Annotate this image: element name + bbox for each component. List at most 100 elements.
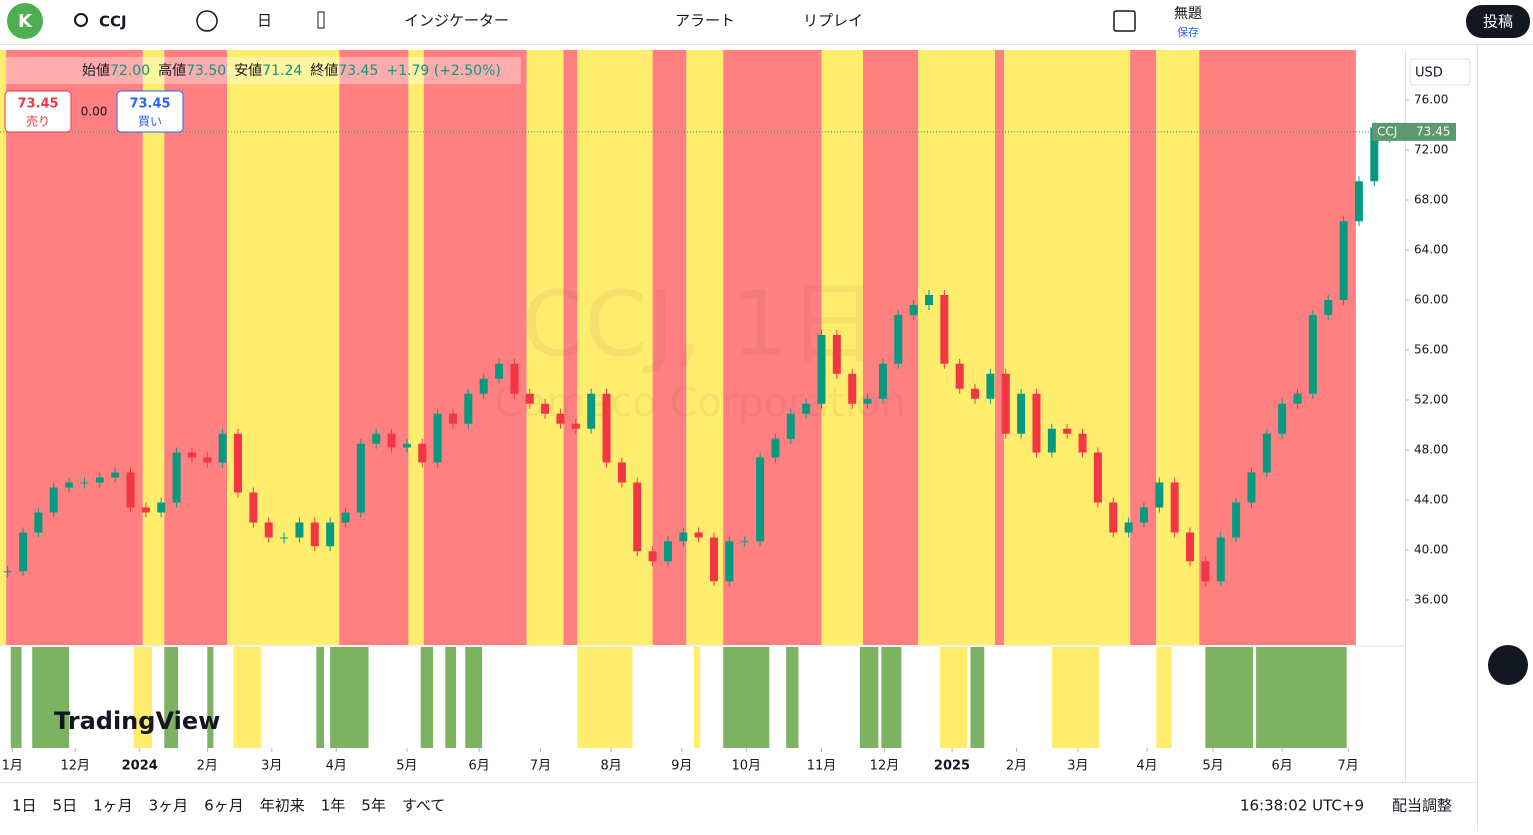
candle-body: [1170, 482, 1179, 533]
candle-body: [663, 541, 672, 562]
range-button[interactable]: 1ヶ月: [93, 797, 133, 815]
candle-body: [1017, 393, 1026, 434]
add-icon[interactable]: [196, 10, 218, 32]
candle-body: [356, 443, 365, 513]
buy-button[interactable]: [116, 90, 184, 133]
candle-body: [1063, 428, 1072, 434]
candle-body: [1324, 300, 1333, 315]
candle-body: [49, 487, 58, 513]
signal-band: [32, 647, 70, 748]
candle-body: [1124, 522, 1133, 533]
y-tick-label: 44.00: [1414, 493, 1448, 507]
buy-price: 73.45: [129, 97, 170, 112]
legend-label: 高値: [158, 62, 186, 79]
clock: 16:38:02 UTC+9: [1240, 797, 1364, 815]
candle-body: [955, 363, 964, 389]
signal-band: [420, 647, 434, 748]
range-button[interactable]: すべて: [402, 797, 445, 815]
adjust[interactable]: 配当調整: [1392, 797, 1452, 815]
symbol[interactable]: CCJ: [99, 13, 127, 31]
y-tick-label: 60.00: [1414, 293, 1448, 307]
x-tick-label: 3月: [1067, 759, 1088, 774]
signal-band: [970, 647, 985, 748]
range-button[interactable]: 1年: [321, 797, 346, 815]
regime-band: [526, 50, 564, 645]
currency-button[interactable]: [1409, 58, 1471, 86]
range-button[interactable]: 5年: [361, 797, 386, 815]
regime-band: [821, 50, 863, 645]
range-button[interactable]: 1日: [12, 797, 37, 815]
candle-body: [19, 532, 28, 572]
candle-body: [725, 541, 734, 582]
candle-body: [1139, 507, 1148, 523]
price-tag-value: 73.45: [1416, 124, 1450, 138]
candle-body: [710, 537, 719, 582]
candle-body: [3, 571, 12, 573]
watermark-name: Cameco Corporation: [494, 380, 905, 426]
legend-value: 71.24: [262, 63, 302, 79]
candle-body: [65, 482, 74, 488]
candle-body: [433, 413, 442, 463]
range-button[interactable]: 5日: [53, 797, 78, 815]
candle-body: [172, 452, 181, 503]
regime-band: [142, 50, 165, 645]
candle-body: [1047, 428, 1056, 453]
candle-icon[interactable]: [317, 11, 325, 29]
legend-value: 73.50: [186, 63, 226, 79]
candle-body: [832, 335, 841, 374]
candle-body: [187, 452, 196, 458]
range-button[interactable]: 年初来: [260, 797, 305, 815]
spread: 0.00: [81, 105, 108, 119]
candle-body: [1247, 472, 1256, 503]
x-tick-label: 2024: [122, 759, 158, 774]
x-tick-label: 4月: [326, 759, 347, 774]
y-tick-label: 52.00: [1414, 393, 1448, 407]
range-button[interactable]: 3ヶ月: [149, 797, 189, 815]
x-tick-label: 10月: [731, 759, 761, 774]
regime-band: [1130, 50, 1157, 645]
layout-icon[interactable]: [1113, 10, 1136, 32]
candle-body: [802, 403, 811, 414]
signal-band: [881, 647, 902, 748]
publish-button[interactable]: [1466, 5, 1530, 38]
sell-button[interactable]: [4, 90, 72, 133]
regime-band: [723, 50, 822, 645]
candle-body: [1078, 433, 1087, 453]
candle-body: [126, 472, 135, 508]
candle-body: [80, 482, 89, 484]
signal-band: [164, 647, 179, 748]
x-tick-label: 6月: [1272, 759, 1293, 774]
candle-body: [771, 438, 780, 458]
x-tick-label: 2月: [1006, 759, 1027, 774]
candle-body: [1186, 532, 1195, 562]
alert[interactable]: アラート: [675, 12, 735, 30]
interval[interactable]: 日: [257, 12, 272, 30]
candle-body: [1093, 452, 1102, 503]
regime-band: [339, 50, 409, 645]
x-tick-label: 11月: [807, 759, 837, 774]
logo: TradingView: [54, 707, 220, 735]
indicators[interactable]: インジケーター: [404, 12, 509, 30]
candle-body: [495, 363, 504, 379]
signal-band: [207, 647, 214, 748]
signal-band: [133, 647, 153, 748]
candle-body: [295, 522, 304, 538]
regime-band: [862, 50, 919, 645]
candle-body: [878, 363, 887, 399]
x-tick-label: 6月: [468, 759, 489, 774]
candle-body: [633, 482, 642, 552]
range-button[interactable]: 6ヶ月: [204, 797, 244, 815]
candle-body: [894, 315, 903, 364]
signal-band: [1156, 647, 1172, 748]
y-tick-label: 64.00: [1414, 243, 1448, 257]
candle-body: [986, 373, 995, 399]
layout-name[interactable]: 無題: [1174, 6, 1202, 22]
replay[interactable]: リプレイ: [803, 12, 863, 30]
avatar[interactable]: [7, 3, 43, 39]
signal-band: [10, 647, 22, 748]
save[interactable]: 保存: [1177, 25, 1199, 39]
candle-body: [525, 393, 534, 404]
apps-icon[interactable]: [1488, 645, 1528, 685]
candle-body: [479, 378, 488, 394]
candle-body: [740, 541, 749, 543]
